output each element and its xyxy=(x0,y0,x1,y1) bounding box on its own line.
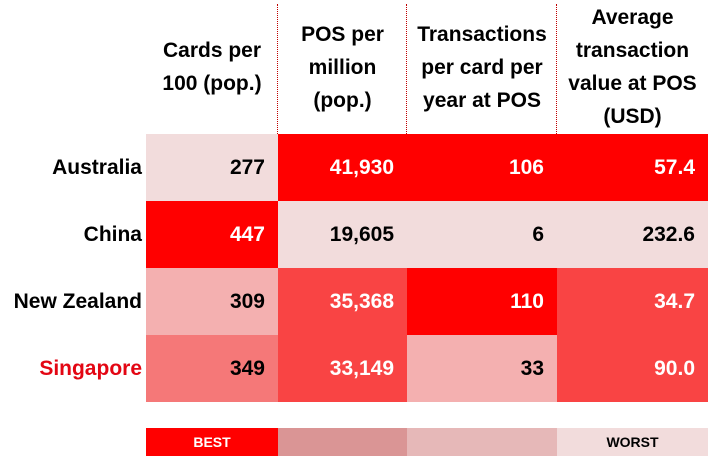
table-cell: 106 xyxy=(407,134,557,201)
column-header-text: Average transaction value at POS (USD) xyxy=(568,6,697,128)
row-label: China xyxy=(83,222,142,246)
table-cell: 41,930 xyxy=(278,134,407,201)
legend-swatch: WORST xyxy=(557,428,708,456)
table-cell: 277 xyxy=(146,134,278,201)
table-cell: 309 xyxy=(146,268,278,335)
header-separator xyxy=(556,4,557,134)
header-separator xyxy=(277,4,278,134)
header-separator xyxy=(406,4,407,134)
column-header: Average transaction value at POS (USD) xyxy=(557,0,708,134)
column-header-text: POS per million (pop.) xyxy=(301,22,384,112)
table-cell: 34.7 xyxy=(557,268,708,335)
table-cell: 35,368 xyxy=(278,268,407,335)
table-cell: 6 xyxy=(407,201,557,268)
row-label: Australia xyxy=(52,155,142,179)
row-label: Singapore xyxy=(39,356,142,380)
column-header: Transactions per card per year at POS xyxy=(407,0,557,134)
legend-swatch xyxy=(407,428,557,456)
column-header-text: Transactions per card per year at POS xyxy=(417,22,547,112)
legend-swatch xyxy=(278,428,407,456)
table-cell: 19,605 xyxy=(278,201,407,268)
legend-swatch: BEST xyxy=(146,428,278,456)
table-cell: 90.0 xyxy=(557,335,708,402)
column-header-text: Cards per 100 (pop.) xyxy=(162,39,262,95)
column-header: POS per million (pop.) xyxy=(278,0,407,134)
table-cell: 57.4 xyxy=(557,134,708,201)
table-cell: 232.6 xyxy=(557,201,708,268)
column-header: Cards per 100 (pop.) xyxy=(146,0,278,134)
row-label: New Zealand xyxy=(13,289,142,313)
table-cell: 33,149 xyxy=(278,335,407,402)
table-cell: 447 xyxy=(146,201,278,268)
table-cell: 110 xyxy=(407,268,557,335)
table-cell: 349 xyxy=(146,335,278,402)
table-cell: 33 xyxy=(407,335,557,402)
